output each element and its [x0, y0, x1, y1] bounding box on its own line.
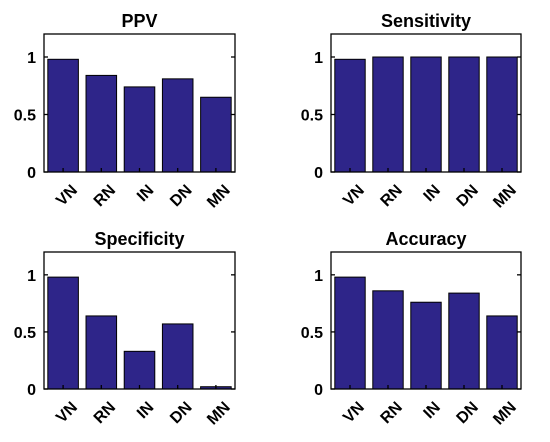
x-category-label: DN: [167, 399, 195, 427]
y-tick-label: 1: [27, 50, 36, 67]
bar-vn: [47, 58, 79, 173]
bar-dn: [448, 292, 480, 390]
x-category-label: DN: [167, 182, 195, 210]
bar-mn: [486, 315, 518, 390]
x-category-label: RN: [91, 182, 119, 210]
bar-dn: [161, 78, 194, 173]
x-category-label: IN: [421, 182, 444, 205]
y-tick-label: 0: [314, 382, 323, 399]
bar-vn: [334, 276, 366, 390]
bar-rn: [372, 56, 404, 173]
x-category-label: VN: [53, 399, 81, 427]
chart-title: Accuracy: [385, 229, 466, 249]
bar-vn: [47, 276, 79, 390]
y-tick-label: 0: [314, 165, 323, 182]
x-category-label: VN: [53, 182, 81, 210]
y-tick-label: 0: [27, 382, 36, 399]
bar-rn: [85, 315, 118, 390]
bar-mn: [486, 56, 518, 173]
y-tick-label: 1: [314, 268, 323, 285]
y-tick-label: 0.5: [14, 108, 36, 125]
x-category-label: RN: [378, 399, 406, 427]
x-category-label: MN: [490, 182, 520, 212]
x-category-label: VN: [340, 182, 368, 210]
bar-rn: [85, 74, 118, 173]
y-tick-label: 1: [27, 268, 36, 285]
x-category-label: IN: [134, 182, 157, 205]
x-category-label: RN: [91, 399, 119, 427]
y-tick-label: 0.5: [301, 325, 323, 342]
bar-mn: [200, 96, 232, 173]
chart-title: Sensitivity: [381, 11, 471, 31]
x-category-label: VN: [340, 399, 368, 427]
x-category-label: MN: [490, 399, 520, 429]
bar-in: [410, 301, 442, 390]
y-tick-label: 0: [27, 165, 36, 182]
y-tick-label: 0.5: [301, 108, 323, 125]
bar-in: [123, 350, 156, 390]
x-category-label: IN: [421, 399, 444, 422]
x-category-label: IN: [134, 399, 157, 422]
bar-rn: [372, 290, 404, 390]
y-tick-label: 0.5: [14, 325, 36, 342]
x-category-label: MN: [204, 399, 234, 429]
x-category-label: MN: [204, 182, 234, 212]
bar-vn: [334, 58, 366, 173]
y-tick-label: 1: [314, 50, 323, 67]
bar-in: [410, 56, 442, 173]
chart-title: PPV: [121, 11, 157, 31]
bar-dn: [161, 323, 194, 390]
bar-in: [123, 86, 156, 173]
x-category-label: RN: [378, 182, 406, 210]
chart-title: Specificity: [94, 229, 184, 249]
bar-dn: [448, 56, 480, 173]
x-category-label: DN: [454, 182, 482, 210]
x-category-label: DN: [454, 399, 482, 427]
